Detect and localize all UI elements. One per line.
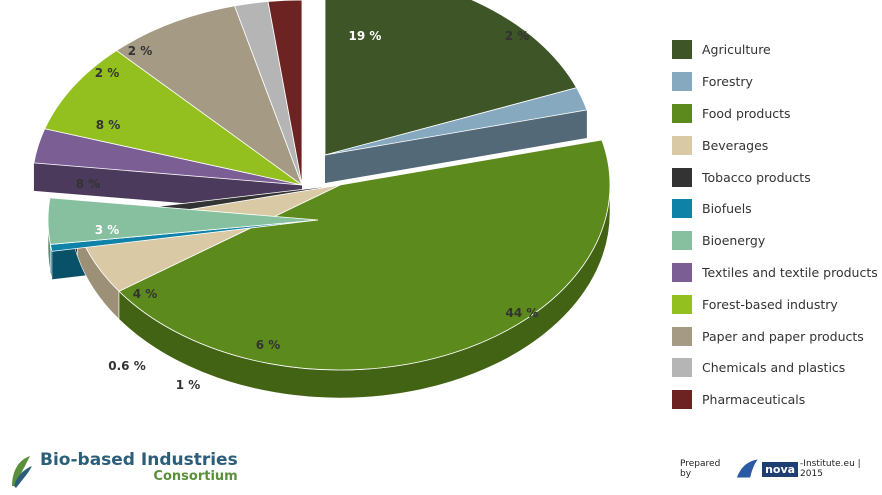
chart-legend: Agriculture Forestry Food products Beverage… — [672, 34, 878, 416]
legend-swatch — [672, 40, 692, 60]
legend-swatch — [672, 135, 692, 155]
institute-label: -Institute.eu | 2015 — [800, 459, 861, 479]
legend-item: Forestry — [672, 66, 878, 98]
leaf-logo-icon — [12, 456, 32, 488]
pie-slice-face — [325, 109, 587, 183]
legend-swatch — [672, 262, 692, 282]
pie-value-label: 6 % — [256, 338, 281, 352]
legend-item: Paper and paper products — [672, 320, 878, 352]
legend-label: Textiles and textile products — [702, 264, 878, 280]
pie-slice-food-products — [118, 139, 611, 371]
legend-swatch — [672, 167, 692, 187]
legend-item: Chemicals and plastics — [672, 352, 878, 384]
legend-swatch — [672, 358, 692, 378]
pie-slice-agriculture — [324, 0, 578, 156]
legend-label: Agriculture — [702, 42, 771, 58]
pie-slice-paper-and-paper-products — [115, 5, 303, 187]
legend-label: Tobacco products — [702, 169, 811, 185]
pie-slice-pharmaceuticals — [267, 0, 303, 186]
legend-item: Food products — [672, 98, 878, 130]
legend-swatch — [672, 103, 692, 123]
prepared-by-credit: Prepared by nova -Institute.eu | 2015 — [680, 458, 882, 480]
pie-slice-tops — [33, 0, 611, 371]
pie-value-label: 2 % — [128, 44, 153, 58]
pie-value-label: 8 % — [96, 118, 121, 132]
pie-slice-bioenergy — [47, 197, 319, 245]
pie-value-label: 4 % — [133, 287, 158, 301]
legend-swatch — [672, 199, 692, 219]
legend-item: Textiles and textile products — [672, 257, 878, 289]
pie-value-label: 19 % — [349, 29, 382, 43]
legend-item: Agriculture — [672, 34, 878, 66]
legend-swatch — [672, 326, 692, 346]
pie-slice-forestry — [324, 87, 588, 156]
legend-label: Paper and paper products — [702, 328, 864, 344]
legend-item: Beverages — [672, 129, 878, 161]
legend-label: Chemicals and plastics — [702, 360, 846, 376]
legend-label: Forest-based industry — [702, 296, 838, 312]
legend-swatch — [672, 390, 692, 410]
nova-logo-text: nova — [762, 461, 799, 477]
nova-bird-icon — [737, 459, 759, 478]
legend-item: Forest-based industry — [672, 288, 878, 320]
org-name-line1: Bio-based Industries — [40, 450, 238, 470]
pie-chart: 19 % 2 % 44 % 6 % 1 % 0.6 % 4 % 3 % 8 % 8 % 2 % 2 % — [33, 0, 611, 399]
pie-value-label: 2 % — [505, 29, 530, 43]
legend-swatch — [672, 231, 692, 251]
legend-item: Pharmaceuticals — [672, 384, 878, 416]
legend-swatch — [672, 294, 692, 314]
legend-item: Tobacco products — [672, 161, 878, 193]
legend-swatch — [672, 72, 692, 92]
pie-value-label: 8 % — [76, 177, 101, 191]
pie-value-label: 3 % — [95, 223, 120, 237]
org-name-line2: Consortium — [153, 469, 238, 484]
pie-value-label: 1 % — [176, 378, 201, 392]
legend-item: Biofuels — [672, 193, 878, 225]
pie-value-label: 2 % — [95, 66, 120, 80]
legend-label: Food products — [702, 105, 791, 121]
prepared-by-label: Prepared by — [680, 459, 721, 479]
legend-label: Bioenergy — [702, 233, 766, 249]
pie-value-label: 44 % — [506, 306, 539, 320]
legend-item: Bioenergy — [672, 225, 878, 257]
legend-label: Forestry — [702, 74, 753, 90]
pie-value-label: 0.6 % — [108, 359, 145, 373]
pie-value-labels: 19 % 2 % 44 % 6 % 1 % 0.6 % 4 % 3 % 8 % 8 % 2 % 2 % — [76, 29, 539, 392]
pie-slice-forest-based-industry — [44, 50, 303, 186]
legend-label: Biofuels — [702, 201, 752, 217]
legend-label: Pharmaceuticals — [702, 392, 806, 408]
legend-label: Beverages — [702, 137, 769, 153]
bic-logo: Bio-based Industries Consortium — [8, 452, 238, 490]
